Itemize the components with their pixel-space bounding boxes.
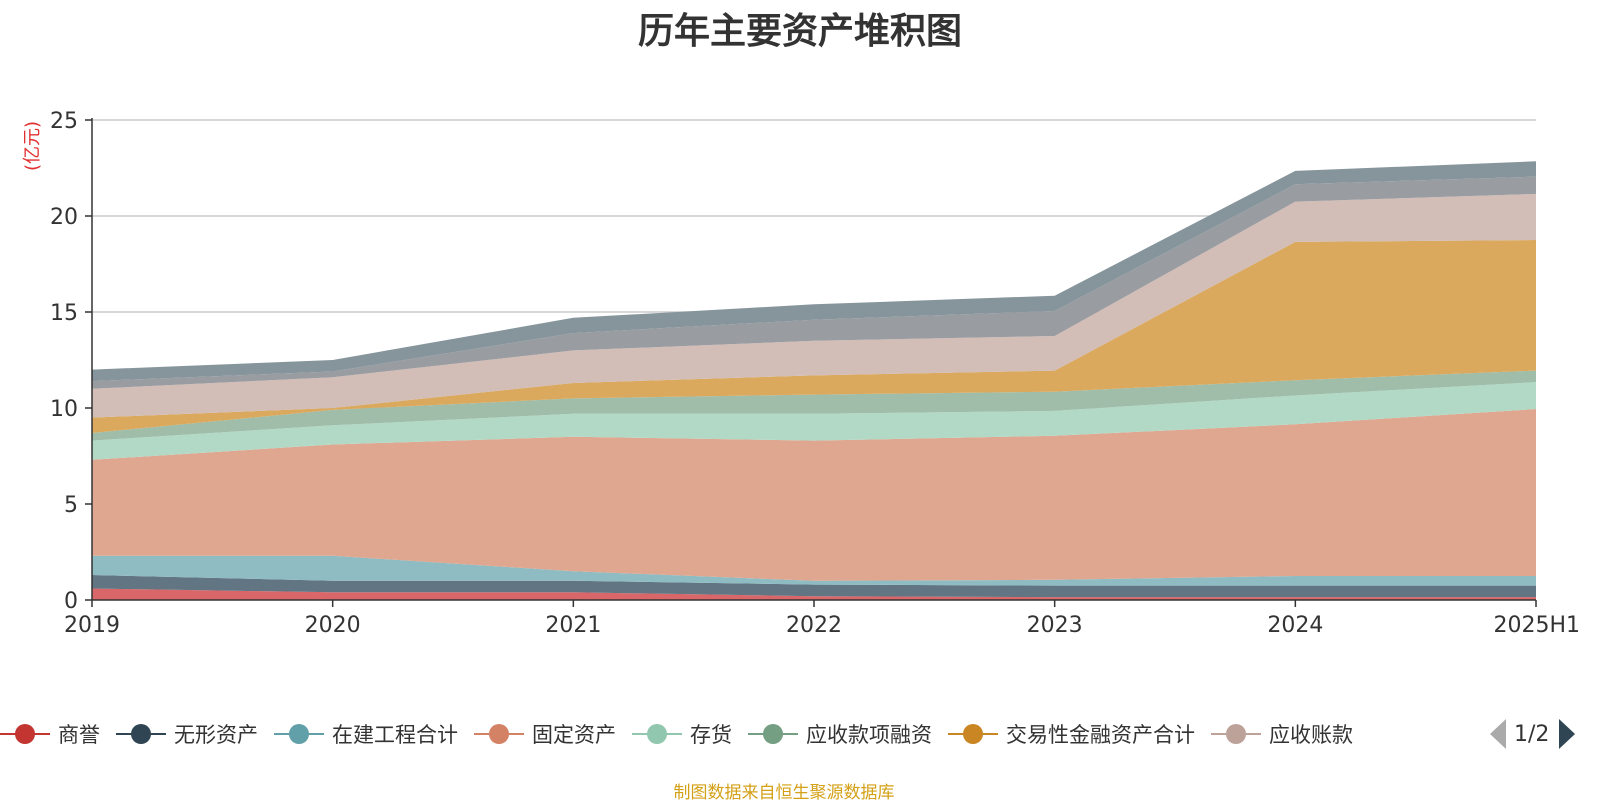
legend-pager: 1/2 — [1490, 716, 1600, 752]
legend-label: 无形资产 — [174, 723, 258, 747]
y-tick-label: 10 — [50, 397, 78, 422]
y-tick-label: 5 — [64, 493, 78, 518]
legend-marker-icon — [948, 724, 998, 744]
chart-title: 历年主要资产堆积图 — [637, 11, 962, 52]
legend-item[interactable]: 应收账款 — [1211, 712, 1353, 756]
y-axis-unit-text: (亿元) — [22, 120, 44, 172]
legend-label: 应收账款 — [1269, 723, 1353, 747]
x-tick-label: 2020 — [305, 613, 361, 638]
x-tick-label: 2023 — [1027, 613, 1083, 638]
x-tick-label: 2025H1 — [1493, 613, 1580, 638]
x-tick-label: 2019 — [64, 613, 120, 638]
legend-item[interactable]: 商誉 — [0, 712, 100, 756]
area-series-7 — [92, 193, 1536, 418]
area-series-2 — [92, 555, 1536, 586]
legend-marker-icon — [748, 724, 798, 744]
legend-marker-icon — [1211, 724, 1261, 744]
area-series-4 — [92, 382, 1536, 460]
area-series-3 — [92, 409, 1536, 581]
y-tick-label: 25 — [50, 109, 78, 134]
legend-marker-icon — [0, 724, 50, 744]
x-tick-label: 2021 — [545, 613, 601, 638]
area-series-6 — [92, 240, 1536, 433]
y-tick-label: 20 — [50, 205, 78, 230]
legend-item[interactable]: 存货 — [632, 712, 732, 756]
x-tick-label: 2022 — [786, 613, 842, 638]
legend-item[interactable]: 在建工程合计 — [274, 712, 458, 756]
legend-marker-icon — [116, 724, 166, 744]
legend-item[interactable]: 无形资产 — [116, 712, 258, 756]
area-series-1 — [92, 575, 1536, 598]
x-tick-label: 2024 — [1267, 613, 1323, 638]
legend-item[interactable]: 应收款项融资 — [748, 712, 932, 756]
y-tick-label: 0 — [64, 589, 78, 614]
area-series-0 — [92, 588, 1536, 600]
legend-item[interactable]: 固定资产 — [474, 712, 616, 756]
legend: 商誉 无形资产 在建工程合计 固定资产 存货 应收款项融资 交易性金融资产合计 应收账款 — [0, 712, 1485, 756]
legend-page-indicator: 1/2 — [1514, 721, 1550, 747]
next-page-icon[interactable] — [1559, 719, 1576, 749]
area-layer — [92, 161, 1536, 600]
legend-label: 应收款项融资 — [806, 723, 932, 747]
legend-item[interactable]: 交易性金融资产合计 — [948, 712, 1195, 756]
y-tick-label: 15 — [50, 301, 78, 326]
legend-label: 在建工程合计 — [332, 723, 458, 747]
legend-marker-icon — [474, 724, 524, 744]
legend-marker-icon — [274, 724, 324, 744]
legend-label: 交易性金融资产合计 — [1006, 723, 1195, 747]
legend-label: 商誉 — [58, 723, 100, 747]
legend-label: 固定资产 — [532, 723, 616, 747]
axis-layer: 0 5 10 15 20 25 2019 2020 2021 2022 2023 2024 2025H1 — [50, 109, 1580, 638]
data-source-note: 制图数据来自恒生聚源数据库 — [673, 783, 895, 803]
legend-label: 存货 — [690, 723, 732, 747]
area-series-8 — [92, 176, 1536, 389]
y-axis-unit-label: (亿元) — [16, 116, 46, 176]
prev-page-icon[interactable] — [1490, 719, 1506, 749]
legend-marker-icon — [632, 724, 682, 744]
area-series-5 — [92, 370, 1536, 441]
